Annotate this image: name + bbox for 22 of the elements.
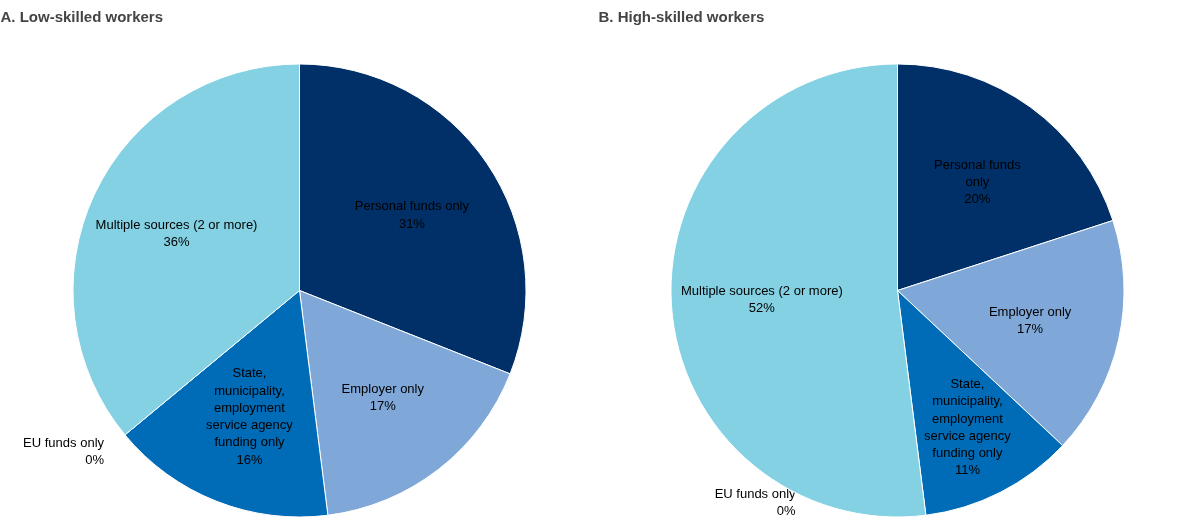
slice-label: State, municipality, employment service agency funding only (924, 376, 1012, 461)
data-label: 31% (398, 215, 426, 231)
slice-label: Personal funds only (934, 156, 1022, 189)
data-label: 20% (964, 191, 991, 207)
slice-label: State, municipality, employment service agency funding only (206, 365, 294, 450)
data-label: 17% (1017, 321, 1044, 337)
slice-label: Multiple sources (2 or more) (95, 216, 258, 232)
data-label: 17% (369, 398, 397, 414)
category-label: EU funds only (23, 435, 105, 451)
chart-title: A. Low-skilled workers (0, 7, 164, 25)
text: 0% (85, 452, 105, 468)
text: 0% (776, 503, 796, 519)
data-label: 16% (236, 451, 263, 467)
data-label: 52% (748, 300, 776, 316)
category-label: EU funds only (714, 485, 796, 501)
slice-label: Personal funds only (354, 198, 470, 214)
slice-label: Employer only (341, 381, 425, 397)
data-label: 36% (163, 234, 190, 250)
chart-title: B. High-skilled workers (598, 7, 765, 25)
slice-label: Multiple sources (2 or more) (680, 282, 843, 298)
slice-label: Employer only (988, 303, 1072, 319)
data-label: 11% (954, 462, 981, 478)
